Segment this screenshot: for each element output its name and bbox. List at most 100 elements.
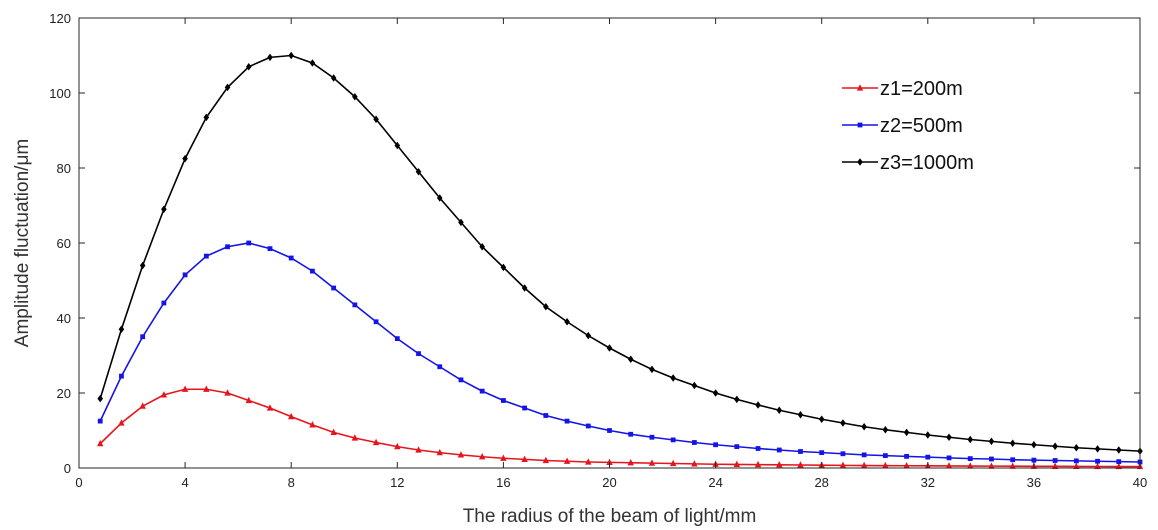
data-point-series-3	[988, 437, 995, 446]
data-point-series-3	[309, 59, 316, 67]
data-point-series-3	[373, 115, 379, 124]
data-point-series-1	[967, 462, 974, 469]
series-3	[97, 51, 1143, 455]
legend-label: z2=500m	[880, 115, 963, 137]
data-point-series-2	[713, 442, 718, 448]
data-point-series-1	[118, 419, 125, 426]
x-tick-label: 0	[75, 475, 82, 490]
data-point-series-1	[139, 402, 146, 409]
x-tick-label: 4	[181, 475, 188, 490]
data-point-series-1	[288, 412, 295, 420]
y-tick-label: 80	[57, 161, 71, 176]
legend-entry-3: z3=1000m	[842, 152, 974, 174]
data-point-series-3	[161, 205, 167, 214]
x-tick-label: 20	[602, 475, 616, 490]
data-point-series-2	[649, 434, 655, 440]
data-point-series-3	[606, 344, 613, 352]
data-point-series-1	[394, 442, 401, 450]
data-point-series-3	[118, 325, 125, 334]
data-point-series-1	[266, 404, 274, 411]
series-line-2	[99, 242, 1141, 463]
data-point-series-1	[330, 428, 337, 435]
data-point-series-3	[585, 331, 592, 340]
data-point-series-1	[648, 459, 656, 466]
data-point-series-1	[245, 396, 252, 404]
data-point-series-2	[989, 456, 994, 462]
data-point-series-2	[628, 431, 634, 437]
data-point-series-2	[904, 453, 909, 459]
data-point-series-3	[649, 365, 655, 374]
data-point-series-2	[861, 452, 867, 458]
data-point-series-2	[1095, 458, 1100, 464]
data-point-series-2	[437, 364, 443, 370]
x-tick-label: 36	[1027, 475, 1041, 490]
data-point-series-3	[394, 141, 401, 150]
data-point-series-1	[606, 458, 613, 465]
data-point-series-2	[373, 319, 379, 325]
data-point-series-2	[1052, 458, 1058, 463]
series-1	[97, 385, 1144, 470]
data-point-series-3	[734, 395, 740, 404]
data-point-series-2	[310, 268, 315, 274]
data-point-series-3	[1073, 443, 1080, 452]
legend: z1=200m z2=500m z3=1000m	[842, 78, 974, 174]
data-point-series-2	[225, 244, 230, 250]
series-line-3	[99, 54, 1141, 452]
data-point-series-2	[1116, 459, 1122, 465]
data-point-series-2	[458, 377, 464, 383]
data-point-series-1	[856, 84, 864, 91]
data-point-series-1	[1009, 462, 1016, 469]
data-point-series-1	[542, 456, 550, 464]
plot-area	[97, 51, 1144, 470]
data-point-series-2	[331, 285, 337, 291]
data-point-series-1	[203, 385, 210, 392]
data-point-series-2	[479, 388, 485, 394]
data-point-series-3	[925, 431, 931, 439]
y-tick-label: 100	[49, 86, 71, 101]
data-point-series-1	[160, 391, 168, 398]
data-point-series-2	[288, 255, 294, 261]
y-tick-label: 20	[57, 386, 71, 401]
data-point-series-3	[1031, 440, 1037, 449]
data-point-series-1	[1073, 462, 1080, 470]
data-point-series-3	[479, 242, 485, 251]
data-point-series-2	[882, 453, 888, 459]
data-point-series-2	[416, 351, 421, 357]
data-point-series-2	[819, 450, 825, 456]
x-axis-label: The radius of the beam of light/mm	[463, 506, 757, 527]
data-point-series-3	[1094, 445, 1101, 453]
data-point-series-1	[839, 461, 847, 468]
data-point-series-3	[97, 394, 104, 403]
y-tick-label: 60	[57, 236, 71, 251]
data-point-series-1	[797, 461, 804, 468]
data-point-series-1	[1051, 462, 1059, 469]
data-point-series-3	[1009, 439, 1016, 448]
data-point-series-3	[330, 74, 337, 82]
data-point-series-3	[967, 435, 974, 444]
legend-label: z1=200m	[880, 78, 963, 100]
data-point-series-3	[543, 302, 549, 311]
data-point-series-3	[245, 62, 252, 71]
data-point-series-3	[712, 389, 719, 397]
data-point-series-2	[1031, 457, 1037, 463]
data-point-series-1	[585, 458, 592, 465]
data-point-series-2	[564, 418, 570, 424]
x-tick-label: 28	[814, 475, 828, 490]
data-point-series-3	[352, 92, 358, 101]
data-point-series-3	[1115, 446, 1122, 454]
y-axis-label: Amplitude fluctuation/μm	[12, 139, 33, 347]
data-point-series-1	[627, 458, 634, 466]
data-point-series-2	[501, 398, 506, 403]
data-point-series-2	[97, 418, 103, 424]
data-point-series-3	[1052, 442, 1058, 451]
data-point-series-2	[925, 454, 931, 460]
legend-entry-2: z2=500m	[842, 115, 963, 137]
data-point-series-1	[457, 451, 465, 458]
data-point-series-3	[776, 406, 783, 415]
data-point-series-3	[903, 428, 910, 437]
series-2	[97, 240, 1143, 465]
data-point-series-2	[203, 253, 209, 259]
data-point-series-2	[119, 373, 124, 379]
data-point-series-2	[140, 334, 146, 340]
data-point-series-3	[521, 284, 528, 292]
